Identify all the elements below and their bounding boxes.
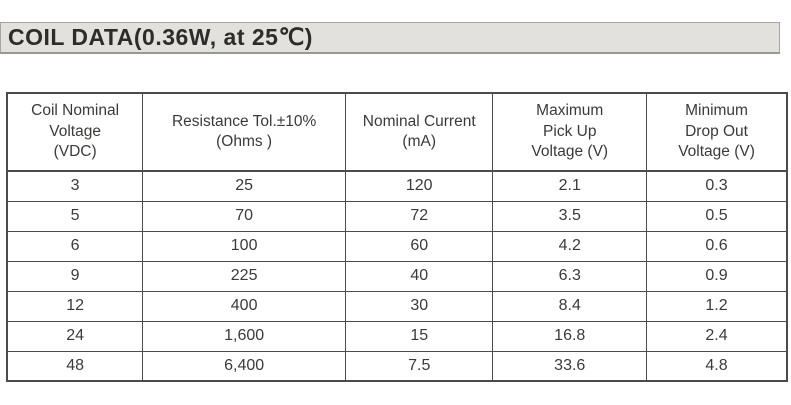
cell-voltage: 5: [6, 200, 144, 232]
column-header-resistance: Resistance Tol.±10% (Ohms ): [142, 92, 347, 172]
cell-pickup: 2.1: [492, 170, 648, 202]
cell-current: 30: [345, 290, 494, 322]
cell-current: 40: [345, 260, 494, 292]
column-header-coil-nominal-voltage: Coil Nominal Voltage (VDC): [6, 92, 144, 172]
cell-dropout: 0.3: [646, 170, 788, 202]
cell-voltage: 24: [6, 320, 144, 352]
column-header-nominal-current: Nominal Current (mA): [345, 92, 494, 172]
section-title-bar: COIL DATA(0.36W, at 25℃): [0, 22, 780, 54]
coil-data-table: Coil Nominal Voltage (VDC) Resistance To…: [6, 92, 788, 382]
cell-dropout: 2.4: [646, 320, 788, 352]
cell-resistance: 400: [142, 290, 347, 322]
cell-current: 7.5: [345, 350, 494, 382]
table-row: 24 1,600 15 16.8 2.4: [6, 320, 788, 352]
cell-resistance: 70: [142, 200, 347, 232]
cell-dropout: 1.2: [646, 290, 788, 322]
column-header-max-pickup-voltage: Maximum Pick Up Voltage (V): [492, 92, 648, 172]
cell-dropout: 0.9: [646, 260, 788, 292]
cell-voltage: 9: [6, 260, 144, 292]
table-row: 12 400 30 8.4 1.2: [6, 290, 788, 322]
cell-dropout: 4.8: [646, 350, 788, 382]
cell-current: 120: [345, 170, 494, 202]
cell-pickup: 33.6: [492, 350, 648, 382]
cell-resistance: 100: [142, 230, 347, 262]
cell-pickup: 4.2: [492, 230, 648, 262]
cell-voltage: 12: [6, 290, 144, 322]
table-header-row: Coil Nominal Voltage (VDC) Resistance To…: [6, 92, 788, 172]
cell-resistance: 225: [142, 260, 347, 292]
cell-current: 72: [345, 200, 494, 232]
cell-pickup: 8.4: [492, 290, 648, 322]
cell-dropout: 0.5: [646, 200, 788, 232]
cell-voltage: 3: [6, 170, 144, 202]
cell-current: 60: [345, 230, 494, 262]
table-row: 5 70 72 3.5 0.5: [6, 200, 788, 232]
table-row: 6 100 60 4.2 0.6: [6, 230, 788, 262]
cell-pickup: 16.8: [492, 320, 648, 352]
table-row: 48 6,400 7.5 33.6 4.8: [6, 350, 788, 382]
column-header-min-dropout-voltage: Minimum Drop Out Voltage (V): [646, 92, 788, 172]
cell-voltage: 48: [6, 350, 144, 382]
cell-resistance: 25: [142, 170, 347, 202]
cell-pickup: 6.3: [492, 260, 648, 292]
cell-pickup: 3.5: [492, 200, 648, 232]
cell-voltage: 6: [6, 230, 144, 262]
cell-resistance: 1,600: [142, 320, 347, 352]
page-title: COIL DATA(0.36W, at 25℃): [8, 24, 313, 50]
cell-current: 15: [345, 320, 494, 352]
cell-resistance: 6,400: [142, 350, 347, 382]
table-row: 9 225 40 6.3 0.9: [6, 260, 788, 292]
cell-dropout: 0.6: [646, 230, 788, 262]
table-row: 3 25 120 2.1 0.3: [6, 170, 788, 202]
